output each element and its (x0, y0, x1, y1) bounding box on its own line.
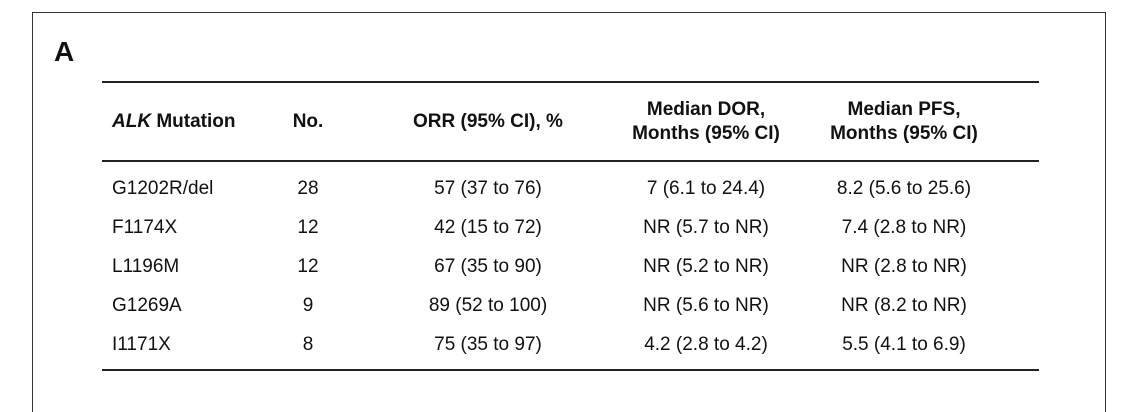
header-median-dor-line1: Median DOR, (646, 99, 766, 120)
cell-mutation: G1202R/del (112, 178, 214, 199)
header-number: No. (292, 111, 324, 132)
cell-pfs: 8.2 (5.6 to 25.6) (836, 178, 972, 199)
header-median-pfs: Median PFS, Months (95% CI) (804, 98, 1004, 146)
cell-dor: 7 (6.1 to 24.4) (646, 178, 766, 199)
header-mutation-text: Mutation (151, 111, 236, 132)
cell-orr: 57 (37 to 76) (434, 178, 542, 199)
cell-pfs: NR (8.2 to NR) (841, 295, 967, 316)
cell-mutation: F1174X (112, 217, 178, 238)
cell-pfs: 7.4 (2.8 to NR) (841, 217, 967, 238)
table-top-rule (102, 81, 1039, 83)
cell-pfs: NR (2.8 to NR) (841, 256, 967, 277)
cell-number: 12 (297, 217, 319, 238)
cell-dor: NR (5.6 to NR) (643, 295, 769, 316)
cell-orr: 67 (35 to 90) (434, 256, 542, 277)
panel-label: A (54, 36, 75, 67)
header-median-dor: Median DOR, Months (95% CI) (606, 98, 806, 146)
cell-number: 28 (297, 178, 319, 199)
cell-number: 9 (302, 295, 314, 316)
cell-mutation: L1196M (112, 256, 180, 277)
figure-frame (32, 12, 1106, 412)
header-alk-mutation: ALK Mutation (112, 110, 282, 134)
cell-orr: 42 (15 to 72) (434, 217, 542, 238)
header-alk-italic: ALK (112, 111, 152, 132)
cell-dor: 4.2 (2.8 to 4.2) (644, 334, 768, 355)
cell-pfs: 5.5 (4.1 to 6.9) (842, 334, 966, 355)
cell-orr: 89 (52 to 100) (428, 295, 548, 316)
table-bottom-rule (102, 369, 1039, 371)
cell-dor: NR (5.2 to NR) (643, 256, 769, 277)
header-orr: ORR (95% CI), % (413, 111, 563, 132)
cell-mutation: G1269A (112, 295, 182, 316)
header-median-dor-line2: Months (95% CI) (632, 123, 780, 144)
cell-number: 8 (302, 334, 314, 355)
cell-mutation: I1171X (112, 334, 171, 355)
cell-number: 12 (297, 256, 319, 277)
cell-orr: 75 (35 to 97) (434, 334, 542, 355)
header-median-pfs-line1: Median PFS, (847, 99, 961, 120)
table-header-rule (102, 160, 1039, 162)
cell-dor: NR (5.7 to NR) (643, 217, 769, 238)
header-median-pfs-line2: Months (95% CI) (830, 123, 978, 144)
